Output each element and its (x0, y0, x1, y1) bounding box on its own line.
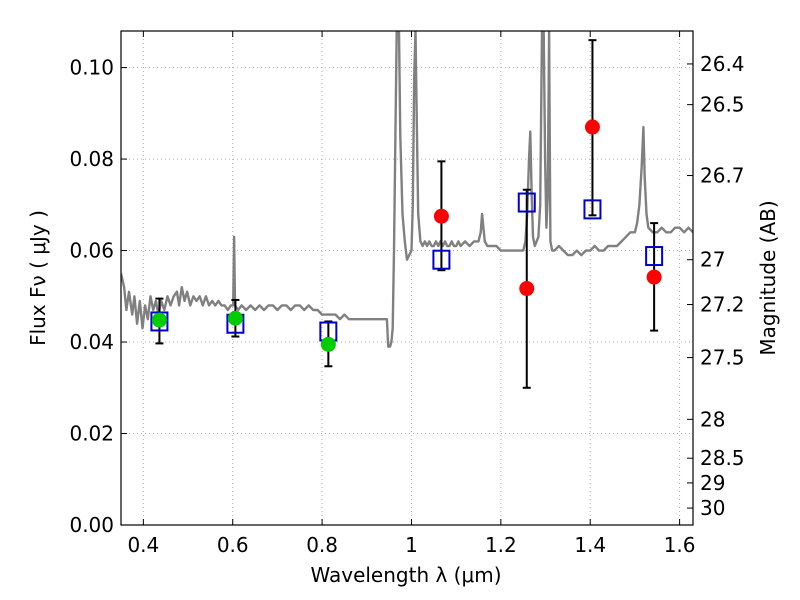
x-tick-label: 1.4 (574, 533, 606, 557)
x-tick-label: 1.6 (664, 533, 696, 557)
model-photometry-square (432, 249, 451, 270)
right-tick-label: 27.5 (700, 346, 745, 370)
y-tick-label: 0.00 (69, 513, 114, 537)
plot-area (121, 31, 693, 389)
right-tick-label: 28.5 (700, 446, 745, 470)
y-tick-label: 0.06 (69, 239, 114, 263)
right-tick-label: 26.4 (700, 52, 745, 76)
y-tick-label: 0.10 (69, 56, 114, 80)
right-tick-label: 27 (700, 248, 725, 272)
x-tick-label: 0.8 (306, 533, 338, 557)
x-tick-label: 0.6 (217, 533, 249, 557)
x-tick-label: 0.4 (127, 533, 159, 557)
y-tick-label: 0.02 (69, 422, 114, 446)
model-photometry-square (583, 199, 602, 220)
right-tick-label: 29 (700, 471, 725, 495)
x-axis-title: Wavelength λ (μm) (310, 563, 501, 587)
right-tick-label: 26.7 (700, 164, 745, 188)
right-axis-title: Magnitude (AB) (756, 200, 780, 355)
y-tick-label: 0.04 (69, 330, 114, 354)
observed-photometry-point (433, 208, 449, 224)
observed-photometry-point (646, 269, 662, 285)
plot-frame (120, 30, 694, 526)
y-axis-title: Flux Fν ( μJy ) (26, 210, 50, 346)
y-tick-label: 0.08 (69, 147, 114, 171)
model-photometry-square (645, 246, 664, 267)
observed-photometry-point (227, 310, 243, 326)
ticks: 0.4 0.6 0.8 1 1.2 1.4 1.6 0.00 0.02 0.04 0.06 0.08 0… (69, 31, 745, 557)
right-tick-label: 30 (700, 496, 725, 520)
x-tick-label: 1 (405, 533, 418, 557)
template-spectrum-line (121, 31, 693, 348)
x-tick-label: 1.2 (485, 533, 517, 557)
model-photometry-square (517, 192, 536, 213)
observed-photometry-point (320, 336, 336, 352)
right-tick-label: 27.2 (700, 293, 745, 317)
observed-photometry-point (519, 281, 535, 297)
observed-photometry-point (584, 119, 600, 135)
model-photometry-square (150, 311, 169, 332)
right-tick-label: 26.5 (700, 93, 745, 117)
right-tick-label: 28 (700, 407, 725, 431)
observed-photometry-point (151, 312, 167, 328)
